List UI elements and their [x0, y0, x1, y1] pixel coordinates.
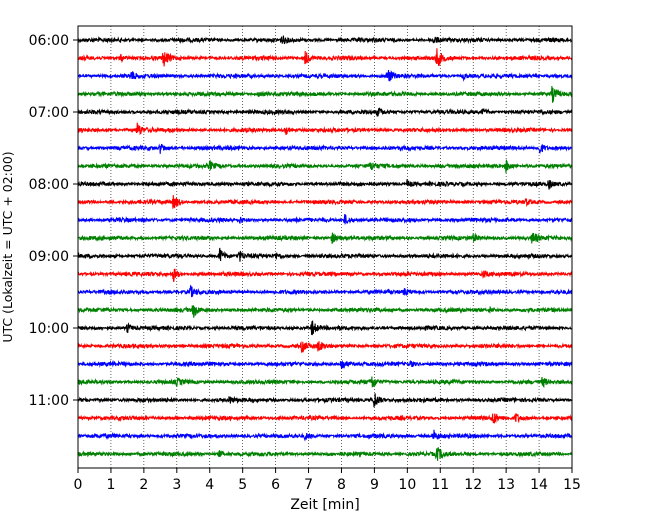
x-tick-label: 9	[370, 477, 379, 493]
seismogram-trace	[77, 305, 573, 318]
x-tick-label: 1	[106, 477, 115, 493]
seismogram-trace	[77, 69, 573, 82]
seismogram-trace	[77, 341, 573, 353]
y-tick-label: 06:00	[29, 33, 69, 49]
x-axis-ticks: 0 1 2 3 4 5 6 7 8 9 10 11 12 13 14 15	[74, 468, 581, 493]
x-tick-label: 7	[304, 477, 313, 493]
seismogram-trace	[77, 447, 573, 461]
x-tick-label: 0	[74, 477, 83, 493]
x-tick-label: 6	[271, 477, 280, 493]
x-tick-label: 5	[238, 477, 247, 493]
seismogram-trace	[77, 247, 573, 262]
seismogram-trace	[77, 143, 573, 155]
seismogram-trace	[77, 107, 573, 117]
seismogram-trace	[77, 85, 573, 103]
y-tick-label: 11:00	[29, 393, 69, 409]
seismogram-trace	[77, 376, 573, 389]
x-tick-label: 4	[205, 477, 214, 493]
x-tick-label: 12	[464, 477, 482, 493]
y-tick-label: 08:00	[29, 177, 69, 193]
x-tick-label: 15	[563, 477, 581, 493]
x-axis-label: Zeit [min]	[290, 497, 359, 513]
seismogram-trace	[77, 429, 573, 442]
seismogram-trace	[77, 232, 573, 244]
seismogram-trace	[77, 284, 573, 298]
seismogram-trace	[77, 393, 573, 408]
x-tick-label: 8	[337, 477, 346, 493]
y-axis-label: UTC (Lokalzeit = UTC + 02:00)	[0, 151, 15, 342]
seismogram-traces	[77, 35, 573, 461]
y-tick-label: 10:00	[29, 321, 69, 337]
x-tick-label: 3	[172, 477, 181, 493]
seismogram-trace	[77, 412, 573, 424]
plot-frame	[77, 25, 573, 469]
x-tick-label: 13	[497, 477, 515, 493]
seismogram-trace	[77, 122, 573, 136]
x-tick-label: 11	[431, 477, 449, 493]
x-tick-label: 2	[139, 477, 148, 493]
seismogram-trace	[77, 179, 573, 190]
seismogram-trace	[77, 320, 573, 336]
x-tick-label: 10	[398, 477, 416, 493]
y-axis-ticks: 06:00 07:00 08:00 09:00 10:00 11:00	[29, 33, 78, 409]
y-tick-label: 09:00	[29, 249, 69, 265]
seismogram-trace	[77, 268, 573, 283]
x-tick-label: 14	[530, 477, 548, 493]
seismogram-trace	[77, 213, 573, 225]
y-tick-label: 07:00	[29, 105, 69, 121]
seismogram-trace	[77, 159, 573, 173]
seismogram-trace	[77, 359, 573, 370]
seismogram-trace	[77, 35, 572, 45]
seismogram-trace	[77, 195, 573, 209]
seismogram-trace	[77, 48, 573, 67]
